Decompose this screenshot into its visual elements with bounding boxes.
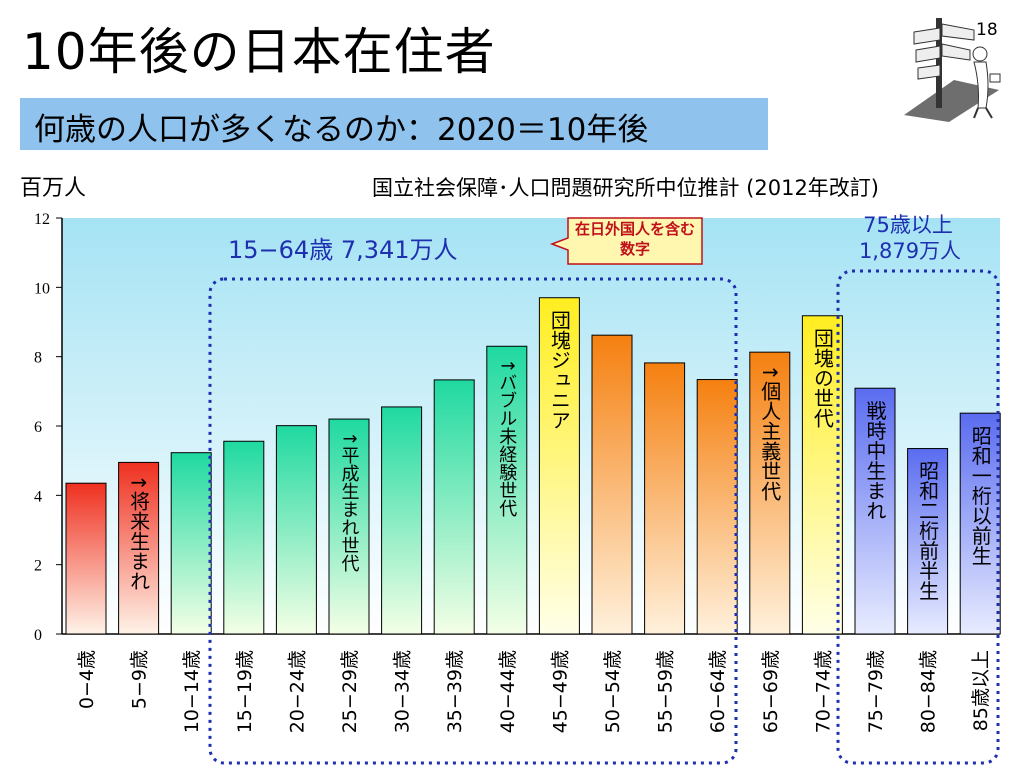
callout-text: 在日外国人を含む数字 (574, 220, 695, 258)
callout-text-wrap: 在日外国人を含む数字 (574, 220, 695, 258)
bar-8 (486, 345, 528, 635)
elderly-label-line1: 75歳以上 (863, 213, 953, 237)
subtitle-banner: 何歳の人口が多くなるのか：2020＝10年後 (20, 98, 768, 150)
x-category-label: 20−24歳 (286, 650, 308, 733)
bar-3 (223, 440, 265, 635)
bar-10 (591, 334, 633, 635)
x-category-label: 35−39歳 (444, 650, 466, 733)
bar-0 (65, 482, 107, 635)
x-category-label: 50−54歳 (602, 650, 624, 733)
x-category-label: 55−59歳 (655, 650, 677, 733)
signpost-figure-illustration (904, 18, 1001, 122)
y-tick-label: 0 (34, 627, 42, 644)
page-number: 18 (976, 20, 998, 40)
x-category-label: 30−34歳 (392, 650, 414, 733)
bar-14 (801, 315, 843, 635)
subtitle-text: 何歳の人口が多くなるのか：2020＝10年後 (34, 112, 649, 148)
bar-16 (907, 448, 949, 635)
x-category-label: 75−79歳 (865, 650, 887, 733)
data-source-note: 国立社会保障･人口問題研究所中位推計 (2012年改訂) (372, 176, 880, 200)
bar-annotation: 団塊ジュニア (547, 310, 571, 430)
x-category-label: 45−49歳 (549, 650, 571, 733)
bar-11 (644, 362, 686, 635)
bar-7 (433, 379, 475, 635)
y-unit-label: 百万人 (20, 176, 87, 201)
x-category-label: 40−44歳 (497, 650, 519, 733)
x-category-label: 25−29歳 (339, 650, 361, 733)
bar-annotation: 団塊の世代 (810, 328, 834, 428)
y-tick-label: 4 (34, 488, 42, 505)
y-tick-label: 2 (34, 558, 42, 575)
bar-9 (538, 297, 580, 635)
bar-annotation: 戦時中生まれ (863, 400, 887, 520)
plot-background (62, 218, 1000, 634)
bar-annotation: ↑平成生まれ世代 (339, 431, 360, 572)
x-category-label: 65−69歳 (760, 650, 782, 733)
bar-6 (381, 406, 423, 635)
y-tick-label: 6 (34, 419, 42, 436)
elderly-label-line2: 1,879万人 (859, 239, 961, 263)
working-age-label: 15−64歳 7,341万人 (228, 236, 458, 264)
bar-15 (854, 387, 896, 635)
x-category-label: 70−74歳 (812, 650, 834, 733)
bar-annotation: ↑個人主義世代 (758, 364, 782, 501)
bar-annotation: ↑将来生まれ (127, 474, 151, 591)
slide-title: 10年後の日本在住者 (22, 23, 496, 81)
x-category-label: 85歳以上 (970, 650, 992, 731)
x-category-label: 60−64歳 (707, 650, 729, 733)
bar-2 (170, 452, 212, 635)
x-category-label: 10−14歳 (181, 650, 203, 733)
x-category-label: 5−9歳 (129, 650, 151, 709)
bar-annotation: 昭和二桁前半生 (916, 461, 940, 601)
y-tick-label: 12 (34, 211, 50, 228)
bar-annotation: ↑バブル未経験世代 (496, 358, 517, 517)
bar-annotation: 昭和一桁以前生 (968, 425, 992, 565)
x-category-label: 0−4歳 (76, 650, 98, 709)
bar-1 (118, 461, 160, 635)
callout-box (549, 217, 703, 265)
bar-5 (328, 418, 370, 635)
bar-12 (696, 379, 738, 635)
bar-17 (959, 412, 1001, 635)
y-tick-label: 8 (34, 350, 42, 367)
x-category-label: 80−84歳 (918, 650, 940, 733)
elderly-bracket (836, 269, 1000, 765)
working-age-bracket (208, 277, 738, 765)
y-tick-label: 10 (34, 280, 50, 297)
x-category-label: 15−19歳 (234, 650, 256, 733)
bar-13 (749, 351, 791, 635)
bar-4 (275, 425, 317, 635)
